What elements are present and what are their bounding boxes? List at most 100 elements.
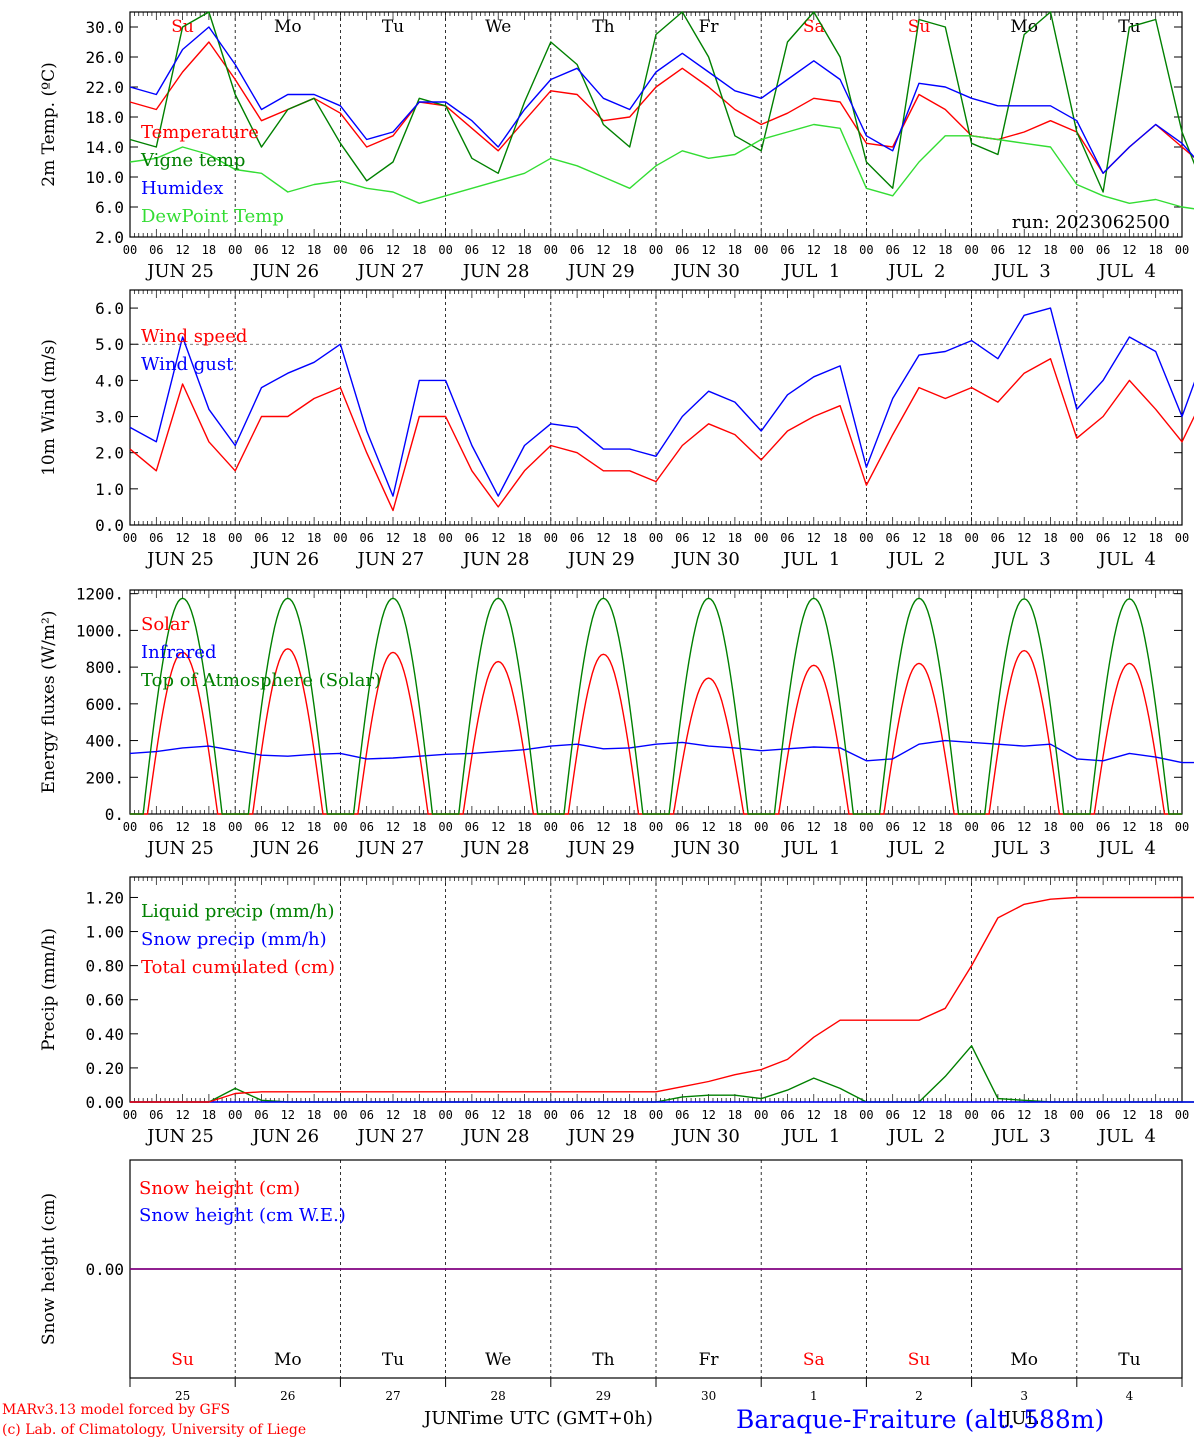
y-tick-label: 4.0: [95, 371, 124, 390]
panel-frame: [129, 11, 1183, 238]
x-hour-label: 06: [570, 243, 584, 257]
x-hour-label: 06: [675, 531, 689, 545]
y-tick-label: 1.0: [95, 480, 124, 499]
x-date-label: JUL 3: [991, 549, 1050, 570]
day-name-label: Mo: [1010, 1350, 1038, 1370]
y-tick-label: 2.0: [95, 228, 124, 247]
x-hour-label: 00: [123, 531, 137, 545]
x-hour-label: 06: [991, 820, 1005, 834]
x-hour-label: 12: [175, 531, 189, 545]
x-hour-label: 06: [570, 820, 584, 834]
x-hour-label: 06: [254, 531, 268, 545]
x-hour-label: 06: [465, 531, 479, 545]
legend-entry: Vigne temp: [140, 150, 245, 171]
y-axis-title: Energy fluxes (W/m²): [39, 611, 59, 794]
x-hour-label: 00: [438, 531, 452, 545]
series-line-vigne-temp: [129, 11, 1194, 193]
x-date-label: JUN 29: [566, 1126, 635, 1147]
y-tick-label: 1000.: [76, 621, 124, 640]
x-hour-label: 18: [307, 1108, 321, 1122]
x-hour-label: 18: [728, 820, 742, 834]
x-date-label: JUN 30: [671, 549, 740, 570]
x-date-label: JUN 26: [250, 838, 319, 859]
x-hour-label: 12: [1017, 531, 1031, 545]
x-hour-label: 12: [386, 531, 400, 545]
x-hour-label: 00: [649, 243, 663, 257]
x-hour-label: 12: [807, 820, 821, 834]
meteogram-panels: 00 06 12 18 00 06 12 18 00 06 12 18 00 06 12 18 00 06 12 18…: [39, 11, 1194, 1403]
x-hour-label: 18: [728, 243, 742, 257]
x-hour-label: 00: [964, 531, 978, 545]
x-date-label: JUL 4: [1097, 549, 1156, 570]
x-date-label: JUN 29: [566, 261, 635, 282]
x-hour-label: 12: [701, 531, 715, 545]
day-name-label: Mo: [274, 1350, 302, 1370]
x-hour-label: 12: [281, 243, 295, 257]
y-tick-label: 0.: [105, 805, 124, 824]
x-hour-label: 06: [359, 243, 373, 257]
x-hour-label: 00: [438, 820, 452, 834]
x-date-label: JUN 25: [145, 1126, 214, 1147]
y-tick-label: 18.0: [85, 108, 124, 127]
day-name-label: Tu: [382, 1350, 404, 1370]
x-hour-label: 00: [964, 243, 978, 257]
x-hour-label: 12: [386, 820, 400, 834]
x-hour-label: 06: [780, 1108, 794, 1122]
x-date-label: JUN 28: [461, 838, 530, 859]
x-hour-label: 18: [622, 243, 636, 257]
x-hour-label: 12: [491, 531, 505, 545]
x-hour-label: 00: [859, 243, 873, 257]
x-hour-label: 12: [912, 820, 926, 834]
x-date-label: JUN 28: [461, 549, 530, 570]
x-date-label: JUL 1: [781, 838, 840, 859]
legend-entry: Humidex: [141, 178, 223, 199]
x-hour-label: 18: [622, 531, 636, 545]
x-hour-label: 00: [333, 243, 347, 257]
x-date-label: JUN 29: [566, 549, 635, 570]
day-number-label: 1: [810, 1389, 818, 1403]
x-hour-label: 18: [1148, 820, 1162, 834]
x-hour-label: 06: [359, 1108, 373, 1122]
x-hour-label: 12: [701, 1108, 715, 1122]
y-tick-label: 0.20: [85, 1059, 124, 1078]
x-date-label: JUN 28: [461, 261, 530, 282]
x-hour-label: 18: [1043, 820, 1057, 834]
x-hour-label: 18: [833, 531, 847, 545]
x-date-label: JUN 30: [671, 1126, 740, 1147]
x-hour-label: 06: [359, 820, 373, 834]
day-number-label: 4: [1126, 1389, 1134, 1403]
day-name-label: Su: [171, 1350, 194, 1370]
x-hour-label: 00: [438, 1108, 452, 1122]
x-hour-label: 00: [333, 820, 347, 834]
x-hour-label: 18: [307, 531, 321, 545]
x-hour-label: 00: [123, 1108, 137, 1122]
x-hour-label: 06: [885, 820, 899, 834]
x-hour-label: 06: [254, 243, 268, 257]
y-tick-label: 0.60: [85, 991, 124, 1010]
x-hour-label: 18: [307, 243, 321, 257]
x-hour-label: 00: [649, 1108, 663, 1122]
series-line-wind-speed: [129, 358, 1194, 512]
x-hour-label: 06: [149, 243, 163, 257]
x-hour-label: 18: [517, 1108, 531, 1122]
x-hour-label: 18: [833, 243, 847, 257]
x-date-label: JUL 1: [781, 1126, 840, 1147]
x-hour-label: 12: [386, 1108, 400, 1122]
x-hour-label: 00: [228, 243, 242, 257]
x-hour-label: 12: [175, 820, 189, 834]
x-hour-label: 12: [1017, 1108, 1031, 1122]
x-hour-label: 06: [570, 1108, 584, 1122]
x-hour-label: 12: [491, 243, 505, 257]
x-hour-label: 12: [701, 243, 715, 257]
day-name-label: Th: [592, 1350, 614, 1370]
x-date-label: JUN 27: [356, 261, 425, 282]
x-hour-label: 00: [333, 531, 347, 545]
x-hour-label: 06: [149, 820, 163, 834]
x-hour-label: 06: [885, 531, 899, 545]
x-date-label: JUL 4: [1097, 1126, 1156, 1147]
x-hour-label: 18: [517, 531, 531, 545]
legend-entry: Snow height (cm W.E.): [139, 1205, 346, 1226]
day-number-label: 25: [175, 1389, 190, 1403]
legend-entry: Snow precip (mm/h): [141, 929, 327, 950]
x-date-label: JUL 1: [781, 261, 840, 282]
